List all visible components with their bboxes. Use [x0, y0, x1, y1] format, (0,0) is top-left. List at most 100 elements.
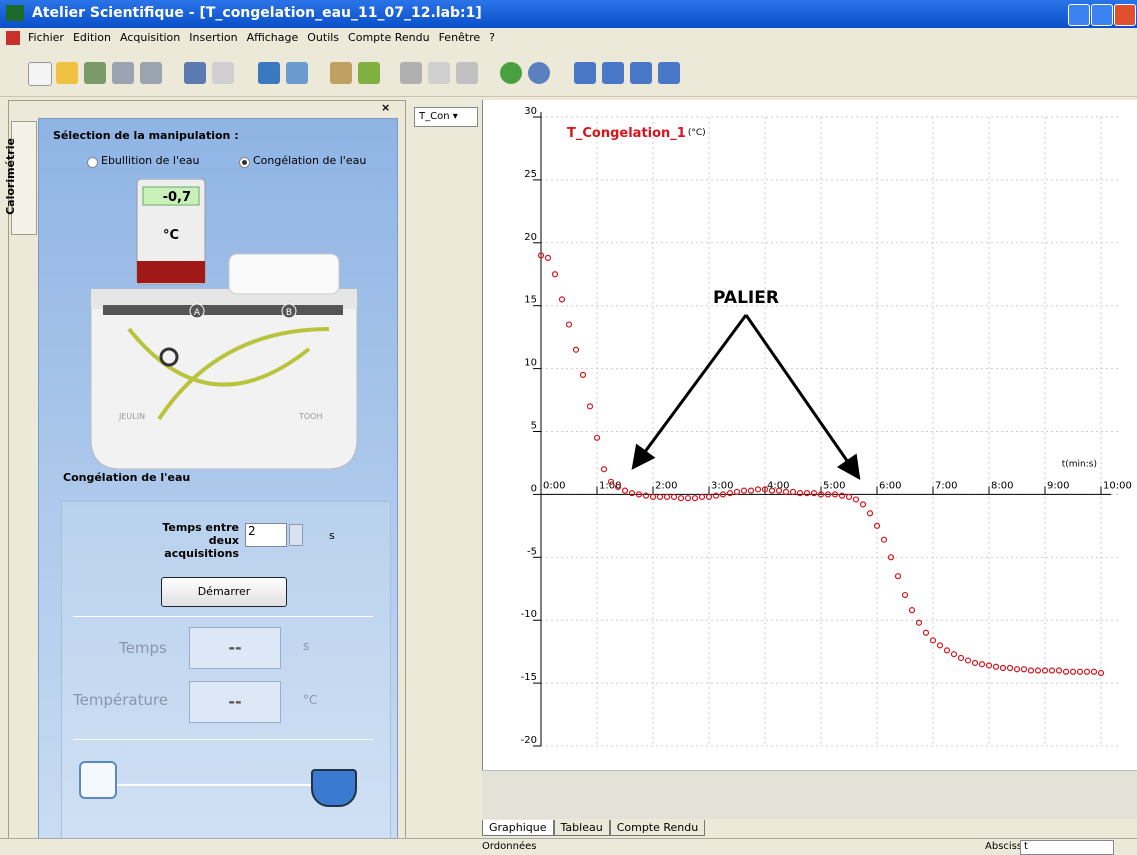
y-tick-label: 25 — [524, 169, 537, 180]
y-tick-label: 15 — [524, 295, 537, 306]
x-tick-label: 7:00 — [935, 480, 957, 491]
tool-cut[interactable] — [400, 62, 422, 84]
lower-area — [482, 770, 1137, 819]
tool-d[interactable] — [212, 62, 234, 84]
data-point — [1029, 668, 1034, 673]
tool-b[interactable] — [140, 62, 162, 84]
data-point — [973, 660, 978, 665]
time-value: -- — [189, 627, 281, 669]
close-button[interactable] — [1114, 4, 1136, 26]
x-tick-label: 8:00 — [991, 480, 1013, 491]
data-point — [574, 347, 579, 352]
tool-save[interactable] — [84, 62, 106, 84]
x-tick-label: 5:00 — [823, 480, 845, 491]
data-point — [735, 489, 740, 494]
device-base — [91, 289, 357, 469]
data-point — [1085, 669, 1090, 674]
view-tab[interactable]: Tableau — [554, 820, 610, 836]
menu-item[interactable]: Acquisition — [120, 31, 180, 44]
separator — [73, 616, 373, 617]
annotation-arrow — [746, 315, 859, 478]
data-point — [749, 488, 754, 493]
data-point — [581, 372, 586, 377]
radio-congelation[interactable] — [239, 157, 250, 168]
radio-congelation-label: Congélation de l'eau — [253, 154, 366, 167]
data-point — [1078, 669, 1083, 674]
tool-k[interactable] — [630, 62, 652, 84]
tool-open[interactable] — [56, 62, 78, 84]
start-button[interactable]: Démarrer — [161, 577, 287, 607]
tool-f[interactable] — [286, 62, 308, 84]
data-point — [847, 494, 852, 499]
tool-c[interactable] — [184, 62, 206, 84]
port-b-label: B — [286, 308, 292, 318]
tool-l[interactable] — [658, 62, 680, 84]
y-axis-label: (°C) — [688, 128, 706, 138]
slider-track[interactable] — [99, 784, 319, 786]
menu-item[interactable]: ? — [489, 31, 495, 44]
sensor-unit: °C — [163, 228, 179, 243]
logo: TOOH — [298, 412, 323, 421]
interval-label: Temps entre deux acquisitions — [131, 521, 239, 560]
data-point — [553, 272, 558, 277]
device-holder — [229, 254, 339, 294]
selection-heading: Sélection de la manipulation : — [53, 129, 239, 142]
radio-ebullition-label: Ebullition de l'eau — [101, 154, 199, 167]
menu-item[interactable]: Fenêtre — [439, 31, 481, 44]
tool-paste[interactable] — [456, 62, 478, 84]
y-tick-label: 5 — [531, 421, 537, 432]
data-point — [1022, 667, 1027, 672]
y-tick-label: -5 — [527, 546, 537, 557]
doc-icon — [6, 31, 20, 45]
data-point — [546, 255, 551, 260]
tool-undo[interactable] — [528, 62, 550, 84]
side-tab-label: Calorimétrie — [4, 138, 17, 215]
x-tick-label: 0:00 — [543, 480, 565, 491]
data-point — [602, 467, 607, 472]
tool-new[interactable] — [28, 62, 52, 86]
data-point — [1008, 666, 1013, 671]
menu-item[interactable]: Compte Rendu — [348, 31, 430, 44]
data-point — [672, 494, 677, 499]
side-tab[interactable]: Calorimétrie — [11, 121, 37, 235]
data-point — [1071, 669, 1076, 674]
tool-g[interactable] — [330, 62, 352, 84]
data-point — [882, 537, 887, 542]
interval-spinner[interactable] — [289, 524, 303, 546]
menu-item[interactable]: Insertion — [189, 31, 237, 44]
tool-copy[interactable] — [428, 62, 450, 84]
menu-item[interactable]: Edition — [73, 31, 111, 44]
minimize-button[interactable] — [1068, 4, 1090, 26]
tool-h[interactable] — [358, 62, 380, 84]
data-point — [665, 494, 670, 499]
y-tick-label: -10 — [521, 609, 537, 620]
radio-ebullition[interactable] — [87, 157, 98, 168]
pane-close[interactable]: × — [381, 101, 390, 114]
series-name: T_Congelation_1 — [567, 126, 686, 141]
y-tick-label: 0 — [531, 483, 537, 494]
tool-j[interactable] — [602, 62, 624, 84]
section-title: Congélation de l'eau — [63, 471, 190, 484]
tool-a[interactable] — [112, 62, 134, 84]
data-point — [945, 648, 950, 653]
x-tick-label: 10:00 — [1103, 480, 1132, 491]
curve-selector[interactable]: T_Con ▾ — [414, 107, 478, 127]
abscissa-select[interactable]: t — [1020, 840, 1114, 855]
view-tab[interactable]: Graphique — [482, 820, 554, 836]
data-point — [686, 496, 691, 501]
interval-input[interactable]: 2 — [245, 523, 287, 547]
menu-item[interactable]: Outils — [307, 31, 339, 44]
maximize-button[interactable] — [1091, 4, 1113, 26]
data-point — [623, 488, 628, 493]
menu-item[interactable]: Fichier — [28, 31, 64, 44]
tool-e[interactable] — [258, 62, 280, 84]
menu-item[interactable]: Affichage — [247, 31, 299, 44]
annotation-arrow — [633, 315, 746, 468]
temperature-value: -- — [189, 681, 281, 723]
tool-i[interactable] — [574, 62, 596, 84]
tool-redo[interactable] — [500, 62, 522, 84]
view-tab[interactable]: Compte Rendu — [610, 820, 706, 836]
data-point — [910, 608, 915, 613]
data-point — [1036, 668, 1041, 673]
